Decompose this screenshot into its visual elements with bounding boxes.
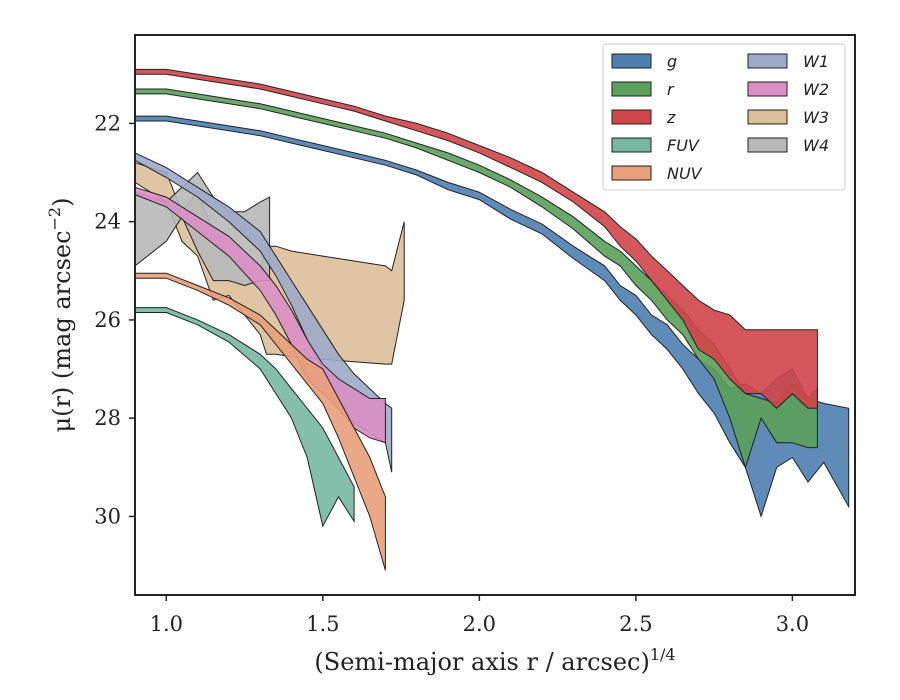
- legend-label-fuv: FUV: [667, 136, 700, 155]
- x-axis-ticks: 1.0 1.5 2.0 2.5 3.0: [150, 595, 809, 636]
- legend-label-w3: W3: [803, 108, 829, 127]
- band-fuv: [134, 307, 355, 528]
- band-nuv: [134, 272, 386, 571]
- legend-label-r: r: [667, 80, 675, 99]
- legend-swatch-w1: [747, 53, 788, 69]
- legend-label-w1: W1: [803, 52, 829, 71]
- y-tick-label: 22: [94, 111, 121, 135]
- band-g: [134, 115, 850, 519]
- legend-label-nuv: NUV: [667, 164, 703, 183]
- x-tick-label: 1.0: [150, 612, 183, 636]
- legend-label-g: g: [667, 52, 677, 71]
- plot-frame: [134, 34, 856, 596]
- legend-label-z: z: [666, 108, 676, 127]
- x-axis-label: (Semi-major axis r / arcsec)1/4: [314, 645, 675, 676]
- legend-swatch-w3: [747, 109, 788, 125]
- y-tick-label: 28: [94, 406, 121, 430]
- y-axis-label: μ(r) (mag arcsec−2): [45, 198, 76, 433]
- legend-swatch-w2: [747, 81, 788, 97]
- legend: grz FUV NUV W1 W2 W3 W4: [602, 43, 846, 191]
- x-tick-label: 1.5: [306, 612, 339, 636]
- legend-swatch-fuv: [611, 137, 652, 153]
- y-axis-ticks: 22 24 26 28 30: [94, 111, 135, 528]
- band-r: [134, 88, 818, 469]
- x-tick-label: 2.5: [619, 612, 652, 636]
- legend-label-w4: W4: [803, 136, 829, 155]
- band-z: [134, 68, 818, 409]
- data-bands: [134, 68, 850, 571]
- x-tick-label: 3.0: [776, 612, 809, 636]
- y-tick-label: 24: [94, 210, 121, 234]
- legend-swatch-nuv: [611, 165, 652, 181]
- legend-label-w2: W2: [803, 80, 829, 99]
- x-tick-label: 2.0: [463, 612, 496, 636]
- legend-swatch-w4: [747, 137, 788, 153]
- legend-swatch-r: [611, 81, 652, 97]
- legend-box: [602, 43, 846, 191]
- band-w1: [134, 152, 393, 473]
- legend-swatch-g: [611, 53, 652, 69]
- y-tick-label: 26: [94, 308, 121, 332]
- y-tick-label: 30: [94, 504, 121, 528]
- legend-swatch-z: [611, 109, 652, 125]
